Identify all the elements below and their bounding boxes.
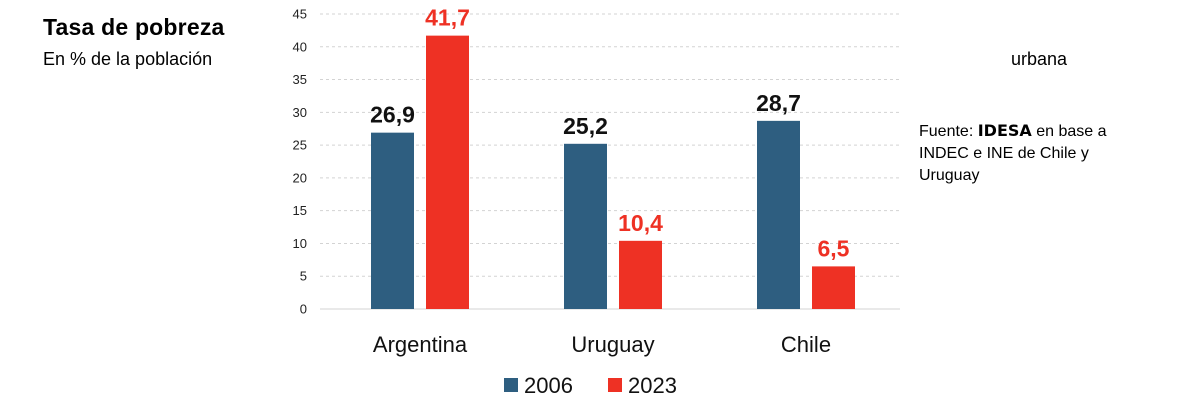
data-label-2006-argentina: 26,9 bbox=[370, 102, 415, 128]
bar-2006-chile bbox=[757, 120, 800, 309]
x-tick-label: Chile bbox=[781, 332, 831, 357]
source-note: Fuente: IDESA en base a INDEC e INE de C… bbox=[919, 120, 1139, 187]
legend-swatch-2023 bbox=[608, 378, 622, 392]
data-label-2023-chile: 6,5 bbox=[818, 235, 850, 261]
y-tick-label: 40 bbox=[293, 39, 307, 54]
chart-title: Tasa de pobreza bbox=[43, 14, 225, 40]
legend-swatch-2006 bbox=[504, 378, 518, 392]
y-tick-label: 35 bbox=[293, 72, 307, 87]
y-tick-label: 15 bbox=[293, 203, 307, 218]
y-tick-label: 20 bbox=[293, 170, 307, 185]
y-tick-label: 5 bbox=[300, 269, 307, 284]
chart-subtitle: En % de la población bbox=[43, 49, 213, 69]
source-prefix: Fuente: bbox=[919, 123, 978, 140]
x-tick-label: Argentina bbox=[373, 332, 468, 357]
bar-2023-argentina bbox=[426, 35, 469, 310]
source-suffix: en base a INDEC e INE de Chile y Uruguay bbox=[919, 123, 1107, 184]
bar-2023-chile bbox=[812, 266, 855, 309]
legend-label-2006: 2006 bbox=[524, 373, 573, 398]
legend-label-2023: 2023 bbox=[628, 373, 677, 398]
data-label-2006-chile: 28,7 bbox=[756, 90, 801, 116]
bar-2006-uruguay bbox=[564, 143, 607, 309]
bar-2006-argentina bbox=[371, 132, 414, 309]
source-brand: IDESA bbox=[977, 121, 1032, 140]
y-tick-label: 30 bbox=[293, 105, 307, 120]
y-tick-label: 0 bbox=[300, 302, 307, 317]
y-tick-label: 25 bbox=[293, 138, 307, 153]
chart-subtitle-tail: urbana bbox=[1011, 49, 1068, 69]
data-label-2006-uruguay: 25,2 bbox=[563, 113, 608, 139]
data-label-2023-uruguay: 10,4 bbox=[618, 210, 663, 236]
data-label-2023-argentina: 41,7 bbox=[425, 5, 470, 31]
bar-2023-uruguay bbox=[619, 240, 662, 309]
x-tick-label: Uruguay bbox=[571, 332, 654, 357]
y-tick-label: 45 bbox=[293, 7, 307, 22]
y-tick-label: 10 bbox=[293, 236, 307, 251]
